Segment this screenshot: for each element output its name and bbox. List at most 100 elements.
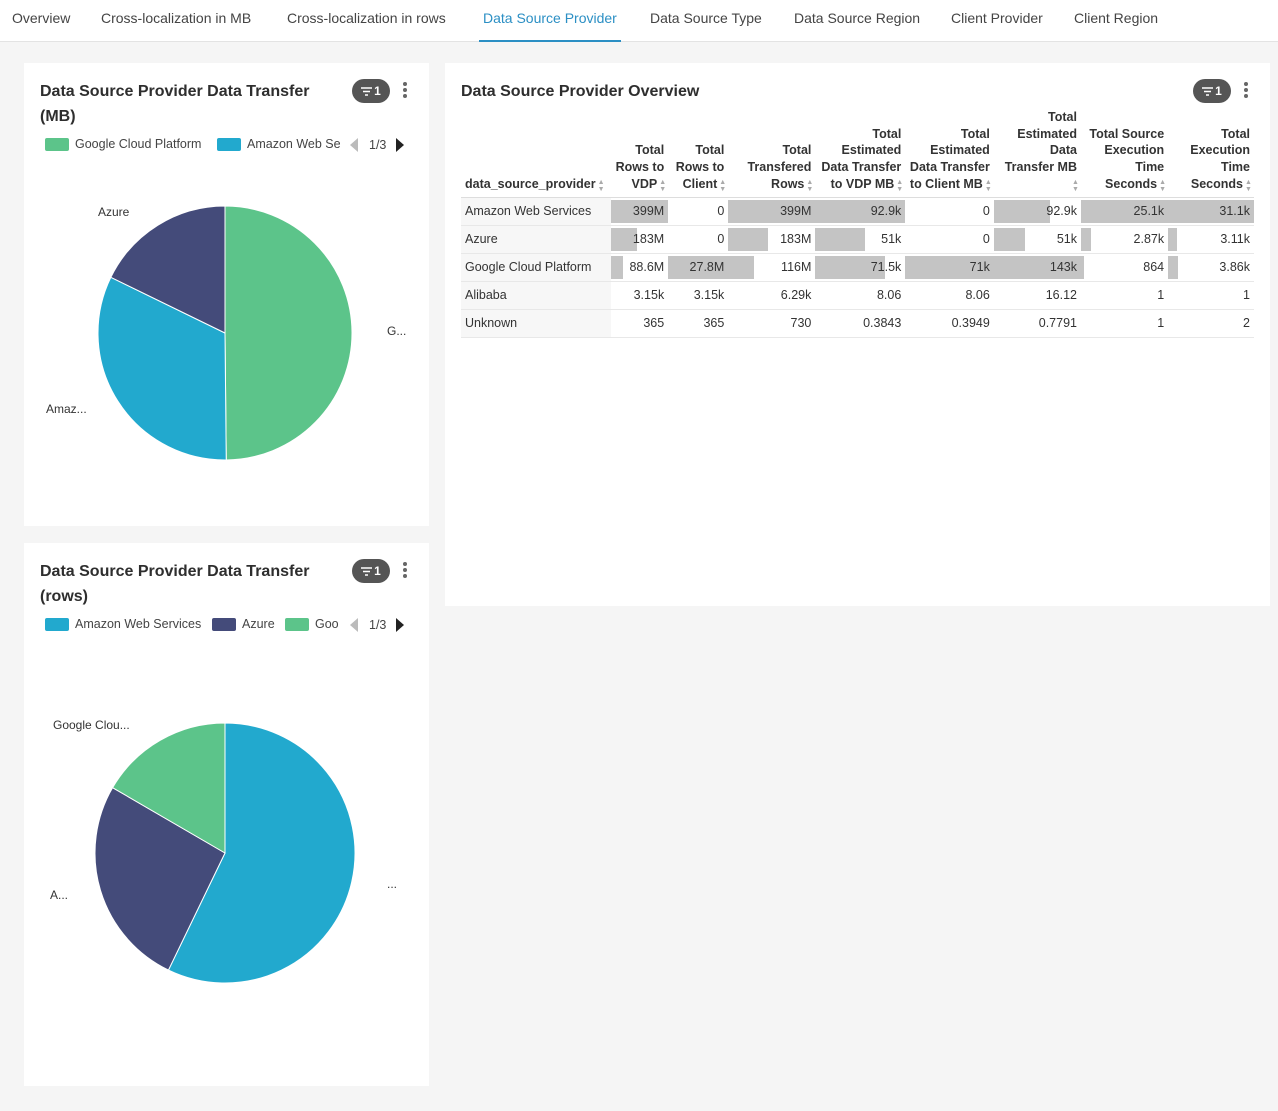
- legend-item[interactable]: Goo: [285, 617, 341, 631]
- sort-icon[interactable]: ▲ ▼: [806, 178, 814, 193]
- table-cell: 0.3949: [905, 309, 994, 338]
- rows-chart-title-line1: Data Source Provider Data Transfer: [40, 563, 310, 580]
- sort-icon[interactable]: ▲ ▼: [597, 178, 605, 193]
- table-cell: 6.29k: [728, 281, 816, 310]
- legend-prev-icon[interactable]: [350, 618, 358, 632]
- sort-icon[interactable]: ▲ ▼: [1071, 178, 1079, 193]
- table-cell: 143k: [993, 253, 1081, 282]
- column-header-provider[interactable]: data_source_provider ▲ ▼: [461, 109, 611, 198]
- data-bar: [815, 227, 865, 251]
- column-header[interactable]: Total Estimated Data Transfer MB ▲ ▼: [993, 109, 1081, 198]
- table-cell: 183M: [728, 225, 816, 254]
- cell-value: 71.5k: [870, 260, 902, 275]
- legend-swatch: [45, 137, 69, 151]
- cell-value: 51k: [1056, 232, 1077, 247]
- data-bar: [993, 199, 1051, 223]
- pie-label-amazon: Amaz...: [46, 402, 87, 416]
- legend-item[interactable]: Google Cloud Platform: [45, 137, 201, 151]
- table-row[interactable]: Azure 183M 0 183M 51k 0 51k 2.87k 3.11k: [461, 225, 1254, 254]
- cell-value: 0.7791: [1038, 316, 1077, 331]
- table-cell: 92.9k: [993, 197, 1081, 226]
- column-header[interactable]: Total Source Execution Time Seconds ▲ ▼: [1080, 109, 1169, 198]
- tab-overview[interactable]: Overview: [12, 10, 71, 26]
- tab-data-source-region[interactable]: Data Source Region: [794, 10, 921, 26]
- tab-data-source-type[interactable]: Data Source Type: [650, 10, 762, 26]
- column-header[interactable]: Total Estimated Data Transfer to Client …: [905, 109, 994, 198]
- table-row[interactable]: Unknown 365 365 730 0.3843 0.3949 0.7791 1 2: [461, 309, 1254, 338]
- cell-value: 143k: [1049, 260, 1077, 275]
- provider-cell: Unknown: [461, 309, 611, 338]
- pie-label-google: Google Clou...: [53, 718, 130, 732]
- legend-swatch: [212, 617, 236, 631]
- pie-slice-azure[interactable]: [110, 205, 226, 334]
- more-menu-icon[interactable]: [1241, 82, 1251, 102]
- filter-badge[interactable]: 1: [352, 79, 390, 103]
- table-cell: 27.8M: [668, 253, 729, 282]
- legend-prev-icon[interactable]: [350, 138, 358, 152]
- tab-client-region[interactable]: Client Region: [1074, 10, 1159, 26]
- column-header[interactable]: Total Execution Time Seconds ▲ ▼: [1168, 109, 1254, 198]
- cell-value: 1: [1243, 288, 1250, 303]
- sort-icon[interactable]: ▲ ▼: [719, 178, 727, 193]
- legend-swatch: [217, 137, 241, 151]
- pie-slice-amazon-web-services[interactable]: [167, 722, 356, 984]
- table-row[interactable]: Amazon Web Services 399M 0 399M 92.9k 0 92.9k 2…: [461, 197, 1254, 226]
- table-cell: 8.06: [815, 281, 906, 310]
- pie-slice-google-cloud-platform[interactable]: [224, 205, 353, 461]
- legend-label: Goo: [315, 617, 339, 631]
- data-bar: [993, 255, 1081, 279]
- table-cell: 365: [610, 309, 669, 338]
- legend-next-icon[interactable]: [396, 618, 405, 632]
- legend-item[interactable]: Azure: [212, 617, 275, 631]
- table-header-row: data_source_provider ▲ ▼ Total Rows to VDP ▲…: [461, 109, 1254, 198]
- cell-value: 183M: [632, 232, 665, 247]
- tab-cross-localization-mb[interactable]: Cross-localization in MB: [101, 10, 252, 26]
- pie-slice-amazon-web-services[interactable]: [97, 276, 227, 461]
- sort-icon[interactable]: ▲ ▼: [659, 178, 667, 193]
- table-cell: 3.11k: [1168, 225, 1254, 254]
- pie-slice-google-cloud-platform[interactable]: [111, 722, 226, 854]
- cell-value: 51k: [881, 232, 902, 247]
- provider-cell: Alibaba: [461, 281, 611, 310]
- more-menu-icon[interactable]: [400, 82, 410, 102]
- tab-cross-localization-rows[interactable]: Cross-localization in rows: [287, 10, 446, 26]
- pie-label-azure: A...: [50, 888, 69, 902]
- column-header[interactable]: Total Rows to VDP ▲ ▼: [610, 109, 669, 198]
- cell-value: 31.1k: [1219, 204, 1250, 219]
- sort-icon[interactable]: ▲ ▼: [896, 178, 904, 193]
- rows-chart-legend: Amazon Web Services Azure Goo: [45, 617, 345, 637]
- table-row[interactable]: Alibaba 3.15k 3.15k 6.29k 8.06 8.06 16.12 1 1: [461, 281, 1254, 310]
- column-header[interactable]: Total Rows to Client ▲ ▼: [668, 109, 729, 198]
- pie-slice-azure[interactable]: [94, 786, 226, 971]
- tab-data-source-provider[interactable]: Data Source Provider: [479, 0, 621, 42]
- table-cell: 25.1k: [1080, 197, 1169, 226]
- overview-title: Data Source Provider Overview: [461, 83, 700, 100]
- table-cell: 399M: [610, 197, 669, 226]
- table-row[interactable]: Google Cloud Platform 88.6M 27.8M 116M 71.5k…: [461, 253, 1254, 282]
- cell-value: 8.06: [965, 288, 990, 303]
- tab-client-provider[interactable]: Client Provider: [951, 10, 1043, 26]
- cell-value: 0: [982, 232, 990, 247]
- rows-chart-title-line2: (rows): [40, 588, 88, 605]
- filter-badge[interactable]: 1: [1193, 79, 1231, 103]
- cell-value: 92.9k: [1046, 204, 1077, 219]
- legend-pager: 1/3: [350, 618, 405, 632]
- table-cell: 0.7791: [993, 309, 1081, 338]
- column-header[interactable]: Total Transfered Rows ▲ ▼: [728, 109, 816, 198]
- sort-icon[interactable]: ▲ ▼: [984, 178, 992, 193]
- filter-badge[interactable]: 1: [352, 559, 390, 583]
- legend-item[interactable]: Amazon Web Services: [45, 617, 201, 631]
- legend-item[interactable]: Amazon Web Se: [217, 137, 342, 151]
- legend-next-icon[interactable]: [396, 138, 405, 152]
- table-cell: 2: [1168, 309, 1254, 338]
- cell-value: 365: [703, 316, 725, 331]
- column-header[interactable]: Total Estimated Data Transfer to VDP MB ▲…: [815, 109, 906, 198]
- data-bar: [1168, 255, 1179, 279]
- column-header-label: Total Source Execution Time Seconds: [1089, 126, 1165, 191]
- data-bar: [1080, 227, 1091, 251]
- more-menu-icon[interactable]: [400, 562, 410, 582]
- sort-icon[interactable]: ▲ ▼: [1159, 178, 1167, 193]
- sort-icon[interactable]: ▲ ▼: [1245, 178, 1252, 193]
- pie-label-google: G...: [387, 324, 407, 338]
- legend-page-indicator: 1/3: [369, 618, 387, 632]
